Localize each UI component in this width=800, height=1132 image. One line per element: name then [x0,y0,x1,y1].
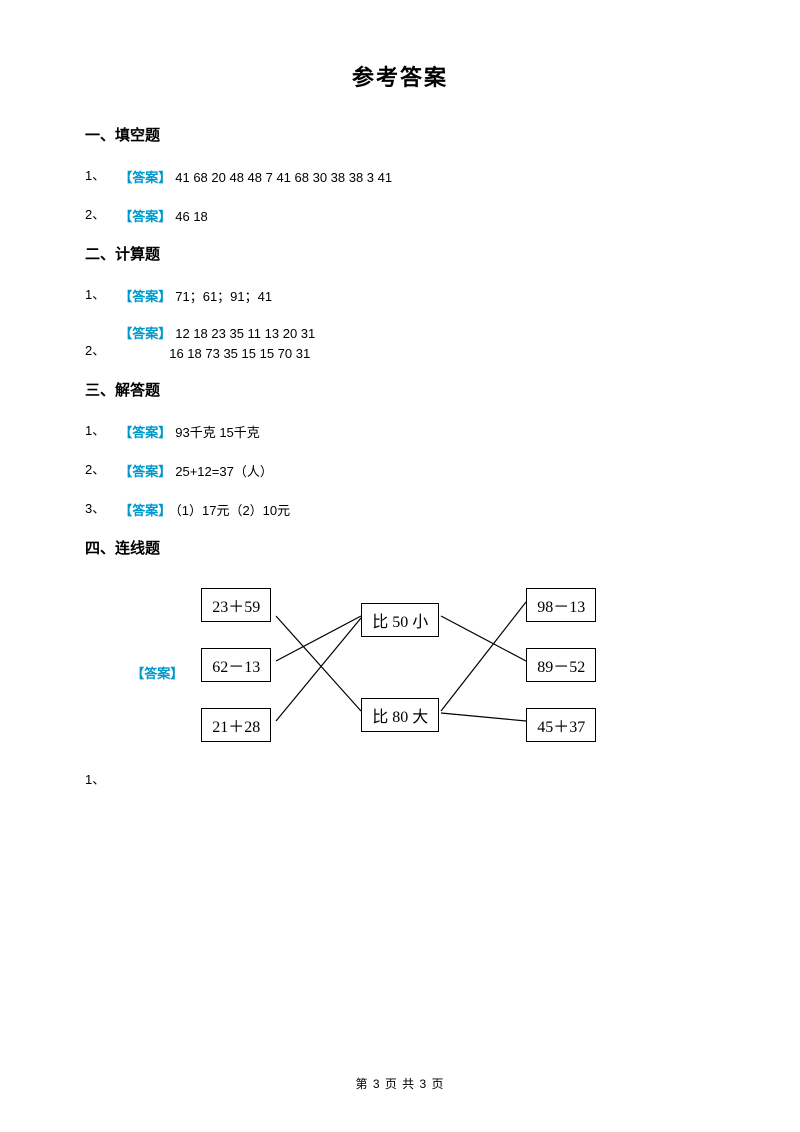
box-right1: 98－13 [526,588,596,622]
section-1-heading: 一、填空题 [85,124,715,145]
s2-q2-num: 2、 [85,340,105,361]
answer-label: 【答案】 [119,464,171,479]
s2-q1-answer: 71；61；91；41 [175,289,272,304]
s3-q1-num: 1、 [85,420,105,441]
s3-q2-answer: 25+12=37（人） [175,464,273,479]
answer-label: 【答案】 [119,425,171,440]
s3-q1-answer: 93千克 15千克 [175,425,260,440]
box-mid2: 比 80 大 [361,698,439,732]
s4-q1-num: 1、 [85,769,105,788]
s2-q2-row: 2、 【答案】 12 18 23 35 11 13 20 31 16 18 73 … [85,323,715,361]
s3-q2-row: 2、 【答案】 25+12=37（人） [85,459,715,480]
section-3-heading: 三、解答题 [85,379,715,400]
s3-q3-row: 3、 【答案】 （1）17元（2）10元 [85,498,715,519]
s1-q1-row: 1、 【答案】 41 68 20 48 48 7 41 68 30 38 38 3… [85,165,715,186]
answer-label: 【答案】 [119,289,171,304]
box-left1: 23＋59 [201,588,271,622]
section-4-heading: 四、连线题 [85,537,715,558]
s1-q2-num: 2、 [85,204,105,225]
s3-q3-answer: （1）17元（2）10元 [175,503,290,518]
s1-q2-answer: 46 18 [175,209,208,224]
s1-q1-num: 1、 [85,165,105,186]
s2-q2-line1: 12 18 23 35 11 13 20 31 [175,326,315,341]
page-title: 参考答案 [85,60,715,92]
s3-q1-row: 1、 【答案】 93千克 15千克 [85,420,715,441]
connection-diagram: 【答案】 23＋59 62－13 21＋28 比 50 小 比 80 大 98－… [131,588,631,788]
answer-label: 【答案】 [119,170,171,185]
box-left2: 62－13 [201,648,271,682]
page-footer: 第 3 页 共 3 页 [0,1075,800,1092]
s3-q3-num: 3、 [85,498,105,519]
box-right2: 89－52 [526,648,596,682]
answer-label: 【答案】 [119,209,171,224]
box-right3: 45＋37 [526,708,596,742]
s1-q1-answer: 41 68 20 48 48 7 41 68 30 38 38 3 41 [175,170,392,185]
box-left3: 21＋28 [201,708,271,742]
s2-q1-num: 1、 [85,284,105,305]
s3-q2-num: 2、 [85,459,105,480]
s4-q1-row: 1、 【答案】 23＋59 62－13 21＋28 比 50 小 比 80 大 … [85,578,715,788]
section-2-heading: 二、计算题 [85,243,715,264]
s2-q1-row: 1、 【答案】 71；61；91；41 [85,284,715,305]
answer-label: 【答案】 [119,326,171,341]
box-mid1: 比 50 小 [361,603,439,637]
answer-label: 【答案】 [119,503,171,518]
s2-q2-line2: 16 18 73 35 15 15 70 31 [119,346,315,361]
s1-q2-row: 2、 【答案】 46 18 [85,204,715,225]
